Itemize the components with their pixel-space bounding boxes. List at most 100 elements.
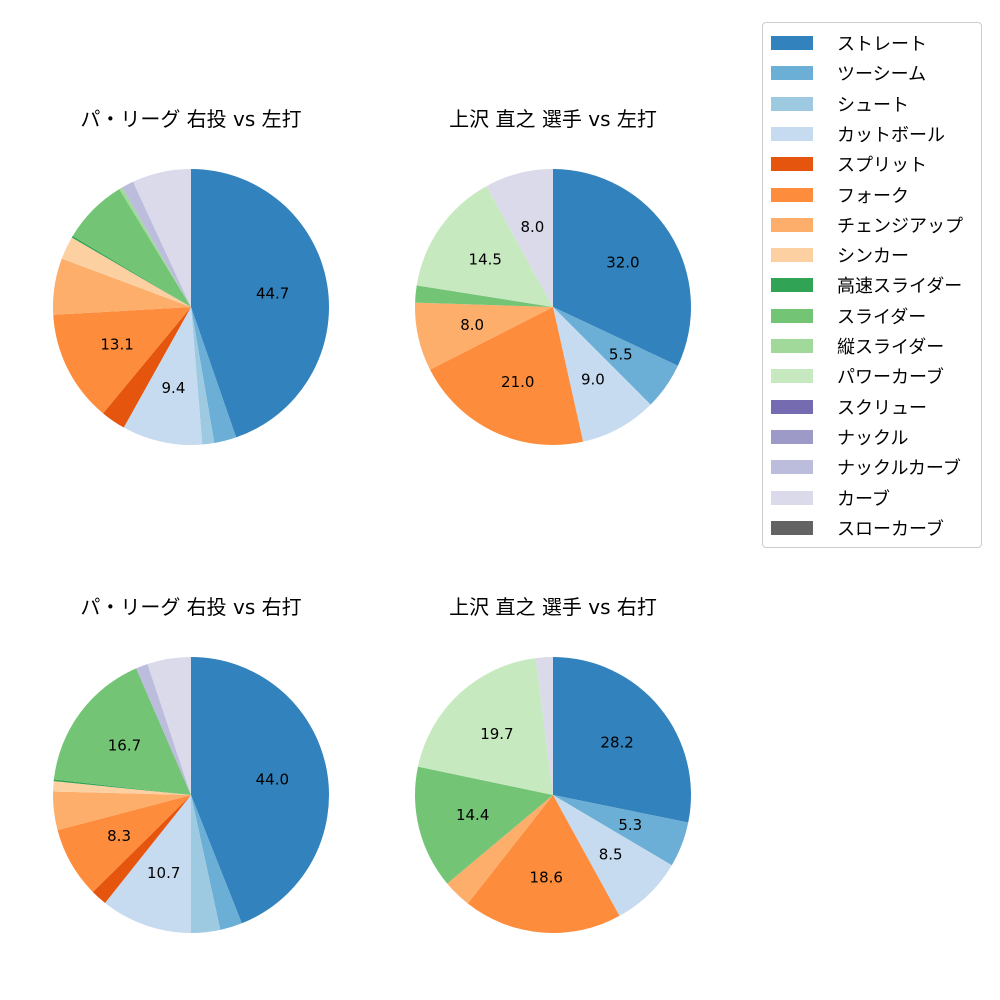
legend-item: カットボール xyxy=(771,122,945,146)
pie-slice xyxy=(191,307,237,444)
legend-item: チェンジアップ xyxy=(771,213,963,237)
legend-item: シュート xyxy=(771,92,909,116)
pie-slice xyxy=(53,258,191,315)
legend-item: フォーク xyxy=(771,183,909,207)
slice-value-label: 9.4 xyxy=(162,379,186,397)
legend-swatch xyxy=(771,217,813,232)
pie-slice xyxy=(486,169,553,307)
pie-slice xyxy=(119,187,191,307)
legend-label: チェンジアップ xyxy=(837,215,963,237)
slice-value-label: 8.0 xyxy=(460,316,484,334)
legend-swatch xyxy=(771,369,813,384)
slice-value-label: 9.0 xyxy=(581,371,605,389)
legend-item: ナックルカーブ xyxy=(771,455,961,479)
pie-chart: 28.2 5.3 8.5 18.6 14.4 19.7 xyxy=(415,657,691,933)
legend-label: スローカーブ xyxy=(837,518,944,540)
legend-swatch xyxy=(771,308,813,323)
pie-slice xyxy=(191,169,330,438)
legend-label: スプリット xyxy=(837,155,927,177)
legend-swatch xyxy=(771,126,813,141)
slice-value-label: 16.7 xyxy=(108,737,141,755)
legend-swatch xyxy=(771,520,813,535)
pie-slice xyxy=(123,307,203,446)
legend-label: 高速スライダー xyxy=(837,276,963,298)
legend-item: スプリット xyxy=(771,152,927,176)
legend-label: スライダー xyxy=(837,306,927,328)
pie-slice xyxy=(72,189,191,307)
pie-slice xyxy=(417,658,553,795)
chart-title-league-vs-right: パ・リーグ 右投 vs 右打 xyxy=(80,595,302,619)
legend: ストレートツーシームシュートカットボール スプリットフォークチェンジアップ シンカー… xyxy=(762,22,982,548)
chart-title-player-vs-right: 上沢 直之 選手 vs 右打 xyxy=(449,595,657,619)
pie-chart: 44.0 10.7 8.3 16.7 xyxy=(53,657,330,933)
pie-slice xyxy=(535,657,553,795)
legend-swatch xyxy=(771,429,813,444)
legend-label: シンカー xyxy=(837,246,909,268)
pie-slice xyxy=(553,657,691,823)
pie-slice xyxy=(147,657,191,795)
legend-label: ナックルカーブ xyxy=(837,458,961,480)
pie-slice xyxy=(92,795,191,903)
legend-item: カーブ xyxy=(771,486,890,510)
legend-item: パワーカーブ xyxy=(771,364,944,388)
pie-slice xyxy=(553,795,672,916)
pie-slice xyxy=(553,307,678,405)
pie-slice xyxy=(416,186,553,307)
pie-slice xyxy=(53,668,191,795)
chart-title-league-vs-left: パ・リーグ 右投 vs 左打 xyxy=(80,107,302,131)
pie-slice xyxy=(103,307,191,428)
slice-value-label: 19.7 xyxy=(480,725,513,743)
slice-value-label: 13.1 xyxy=(100,335,133,353)
slice-value-label: 32.0 xyxy=(606,254,639,272)
pie-slice xyxy=(53,781,192,795)
pie-slice xyxy=(191,795,221,933)
pie-slice xyxy=(191,657,330,924)
legend-label: カーブ xyxy=(837,488,890,510)
slice-value-label: 8.3 xyxy=(107,827,131,845)
legend-label: ストレート xyxy=(837,34,927,55)
legend-swatch xyxy=(771,66,813,81)
legend-item: スライダー xyxy=(771,304,926,328)
pie-slice xyxy=(415,285,553,307)
legend-item: ツーシーム xyxy=(771,61,926,85)
pie-slice xyxy=(53,779,191,795)
legend-label: パワーカーブ xyxy=(837,367,944,389)
legend-label: カットボール xyxy=(837,124,945,146)
pie-slice xyxy=(133,169,191,307)
legend-swatch xyxy=(771,399,813,414)
chart-title-player-vs-left: 上沢 直之 選手 vs 左打 xyxy=(449,107,657,131)
pie-slice xyxy=(191,307,215,445)
pie-slice xyxy=(414,302,553,370)
pie-slice xyxy=(447,795,553,904)
pie-slice xyxy=(430,307,584,445)
pie-slice xyxy=(122,181,191,307)
pie-slice xyxy=(467,795,620,933)
legend-item: スローカーブ xyxy=(771,516,944,540)
slice-value-label: 5.3 xyxy=(618,816,642,834)
slice-value-label: 18.6 xyxy=(530,869,563,887)
pie-slice xyxy=(61,237,191,307)
pie-slice xyxy=(105,795,191,933)
legend-label: スクリュー xyxy=(837,397,927,419)
pie-slice xyxy=(57,795,191,892)
legend-swatch xyxy=(771,187,813,202)
pie-slice xyxy=(553,307,651,442)
pie-slice xyxy=(553,169,691,366)
legend-swatch xyxy=(771,490,813,505)
slice-value-label: 44.0 xyxy=(256,770,289,788)
slice-value-label: 10.7 xyxy=(147,864,180,882)
legend-swatch xyxy=(771,157,813,172)
pie-slice xyxy=(53,307,192,414)
pie-chart: 32.0 5.59.0 21.0 8.0 14.5 8.0 xyxy=(414,169,691,445)
legend-label: ナックル xyxy=(837,427,909,449)
legend-label: フォーク xyxy=(837,185,909,207)
pie-chart: 44.7 9.4 13.1 xyxy=(53,169,330,446)
slice-value-label: 21.0 xyxy=(501,373,534,391)
legend-label: ツーシーム xyxy=(837,64,927,86)
legend-item: ストレート xyxy=(771,31,927,55)
slice-value-label: 14.4 xyxy=(456,806,489,824)
slice-value-label: 14.5 xyxy=(469,250,502,268)
slice-value-label: 8.0 xyxy=(520,218,544,236)
slice-value-label: 5.5 xyxy=(609,346,633,364)
legend-item: 高速スライダー xyxy=(771,273,962,297)
